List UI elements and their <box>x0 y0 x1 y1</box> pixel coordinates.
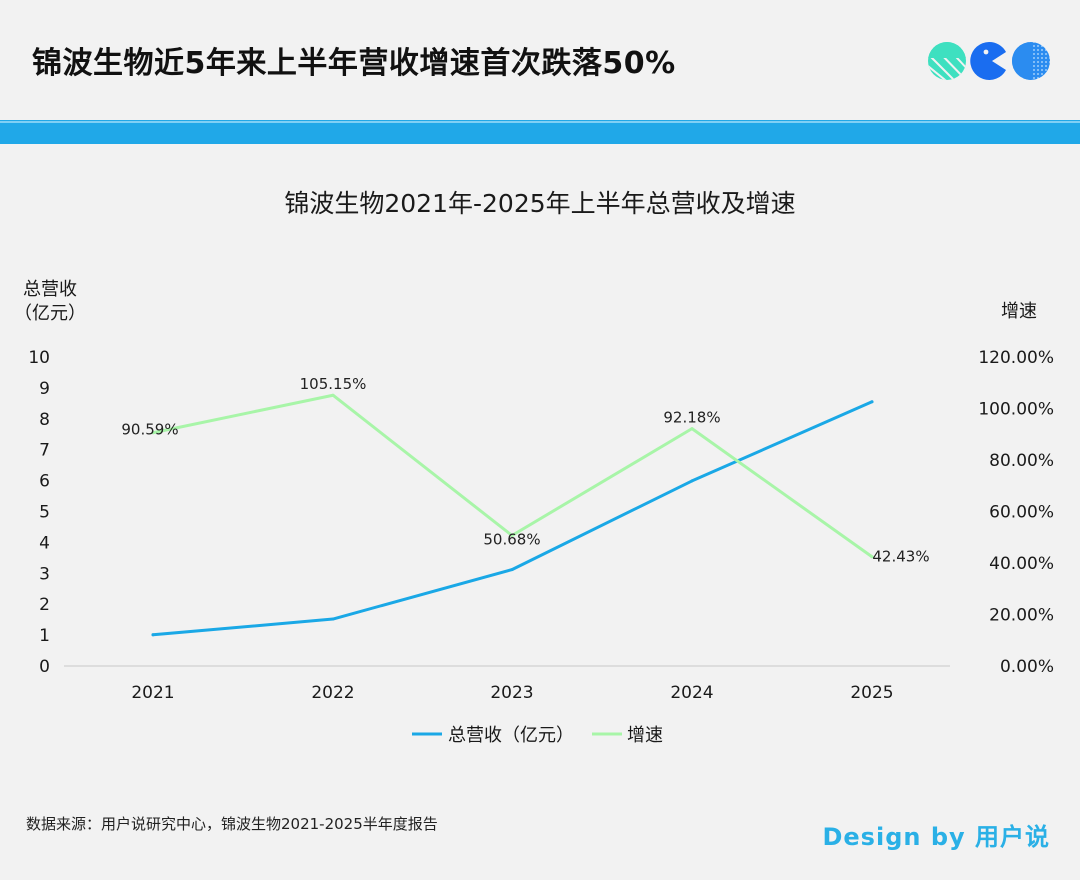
brand-logo-icon <box>928 41 1050 80</box>
x-tick-label: 2023 <box>490 683 533 703</box>
series-point-growth <box>870 555 874 559</box>
left-tick-label: 10 <box>28 348 50 368</box>
x-tick-label: 2021 <box>131 683 174 703</box>
series-point-revenue <box>331 617 335 621</box>
right-tick-label: 80.00% <box>989 451 1054 471</box>
series-line-revenue <box>151 400 874 637</box>
accent-band-highlight <box>0 121 1080 123</box>
right-tick-label: 100.00% <box>978 400 1054 420</box>
data-label: 105.15% <box>300 375 367 393</box>
left-tick-label: 9 <box>39 379 50 399</box>
series-point-revenue <box>510 568 514 572</box>
left-axis-label-line2: （亿元） <box>14 303 86 324</box>
series-point-revenue <box>870 400 874 404</box>
x-tick-label: 2022 <box>311 683 354 703</box>
left-tick-label: 1 <box>39 626 50 646</box>
left-tick-label: 5 <box>39 503 50 523</box>
left-axis-label-line1: 总营收 <box>23 279 77 300</box>
data-label: 90.59% <box>121 421 178 439</box>
right-tick-label: 40.00% <box>989 554 1054 574</box>
series-point-growth <box>690 427 694 431</box>
series-point-growth <box>510 533 514 537</box>
left-tick-label: 2 <box>39 595 50 615</box>
x-tick-label: 2024 <box>670 683 713 703</box>
right-axis-label: 增速 <box>1001 301 1037 322</box>
data-label: 92.18% <box>663 409 720 427</box>
left-tick-label: 4 <box>39 533 50 553</box>
legend-label-growth: 增速 <box>627 725 663 746</box>
left-tick-label: 8 <box>39 410 50 430</box>
series-point-growth <box>151 431 155 435</box>
header: 锦波生物近5年来上半年营收增速首次跌落50% <box>0 0 1080 120</box>
x-tick-label: 2025 <box>850 683 893 703</box>
left-tick-label: 0 <box>39 657 50 677</box>
right-tick-label: 120.00% <box>978 348 1054 368</box>
chart-title: 锦波生物2021年-2025年上半年总营收及增速 <box>284 189 795 218</box>
accent-band <box>0 120 1080 144</box>
design-credit: Design by 用户说 <box>822 823 1050 851</box>
left-tick-label: 6 <box>39 472 50 492</box>
series-point-revenue <box>151 633 155 637</box>
data-label: 42.43% <box>872 548 929 566</box>
right-tick-label: 0.00% <box>1000 657 1054 677</box>
right-tick-label: 20.00% <box>989 606 1054 626</box>
left-tick-label: 3 <box>39 564 50 584</box>
right-tick-label: 60.00% <box>989 503 1054 523</box>
data-label: 50.68% <box>483 530 540 548</box>
source-note: 数据来源：用户说研究中心，锦波生物2021-2025半年度报告 <box>26 815 438 833</box>
series-point-growth <box>331 393 335 397</box>
headline: 锦波生物近5年来上半年营收增速首次跌落50% <box>32 46 676 81</box>
series-point-revenue <box>690 479 694 483</box>
legend-label-revenue: 总营收（亿元） <box>448 725 574 746</box>
left-tick-label: 7 <box>39 441 50 461</box>
